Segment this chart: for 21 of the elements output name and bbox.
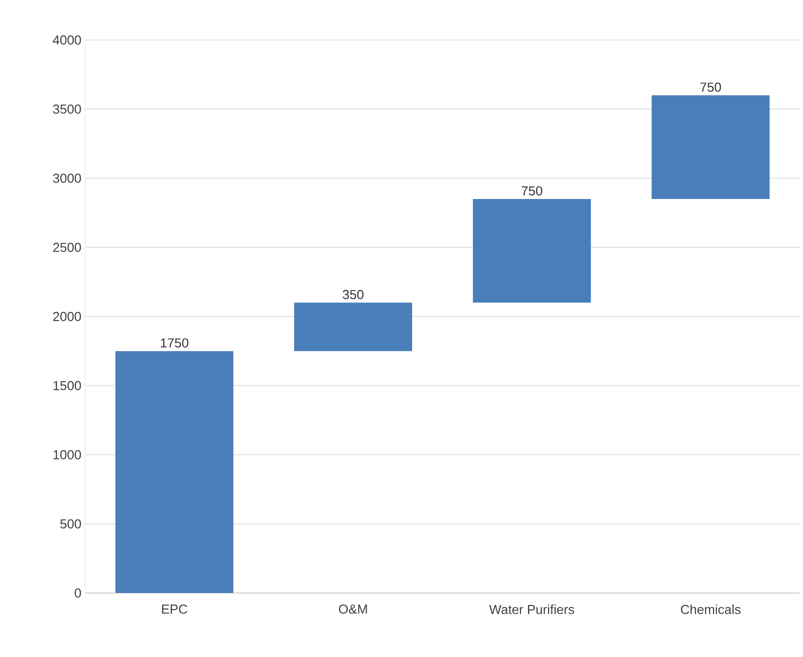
data-label: 750 [522,186,542,196]
bar [472,198,591,303]
y-tick-label: 500 [60,519,81,528]
y-tick-label: 2000 [53,312,81,322]
y-tick-label: 0 [74,588,81,598]
y-tick-label: 3500 [53,104,81,114]
x-tick-label: O&M [338,604,367,614]
x-tick-label: Water Purifiers [489,604,574,614]
bar [115,351,234,593]
data-label: 750 [700,82,721,92]
bar [652,95,770,199]
data-label: 1750 [160,338,188,348]
y-tick-label: 4000 [52,35,81,45]
x-tick-label: EPC [162,604,188,614]
y-tick-label: 3000 [53,174,81,183]
y-tick-label: 1500 [54,381,81,390]
x-tick-label: Chemicals [680,604,740,614]
y-tick-label: 2500 [53,242,81,252]
data-label: 350 [342,290,364,300]
y-tick-label: 1000 [54,450,81,460]
bar [294,302,412,352]
